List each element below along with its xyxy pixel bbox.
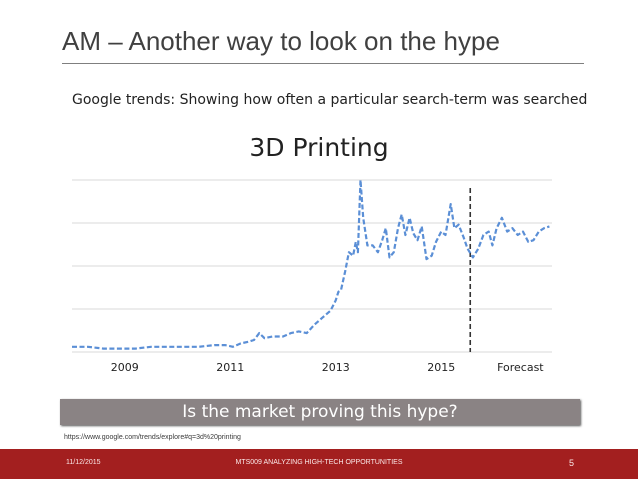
x-tick-label: 2015 (427, 361, 455, 374)
x-tick-label: 2011 (216, 361, 244, 374)
slide-title: AM – Another way to look on the hype (62, 26, 500, 56)
x-tick-label: Forecast (497, 361, 544, 374)
footer-bar (0, 449, 638, 479)
slide-subtitle: Google trends: Showing how often a parti… (72, 92, 588, 108)
trend-line (72, 178, 550, 350)
question-banner: Is the market proving this hype? (60, 399, 580, 425)
footer-course-title: MTS009 ANALYZING HIGH-TECH OPPORTUNITIES (235, 459, 403, 466)
footer-date: 11/12/2015 (66, 459, 101, 466)
trend-chart: 2009 2011 2013 2015 Forecast (72, 178, 552, 374)
page-number: 5 (569, 458, 575, 468)
x-tick-label: 2009 (111, 361, 139, 374)
source-link[interactable]: https://www.google.com/trends/explore#q=… (64, 434, 241, 441)
title-divider (62, 63, 584, 64)
chart-title: 3D Printing (249, 133, 389, 162)
x-tick-label: 2013 (322, 361, 350, 374)
